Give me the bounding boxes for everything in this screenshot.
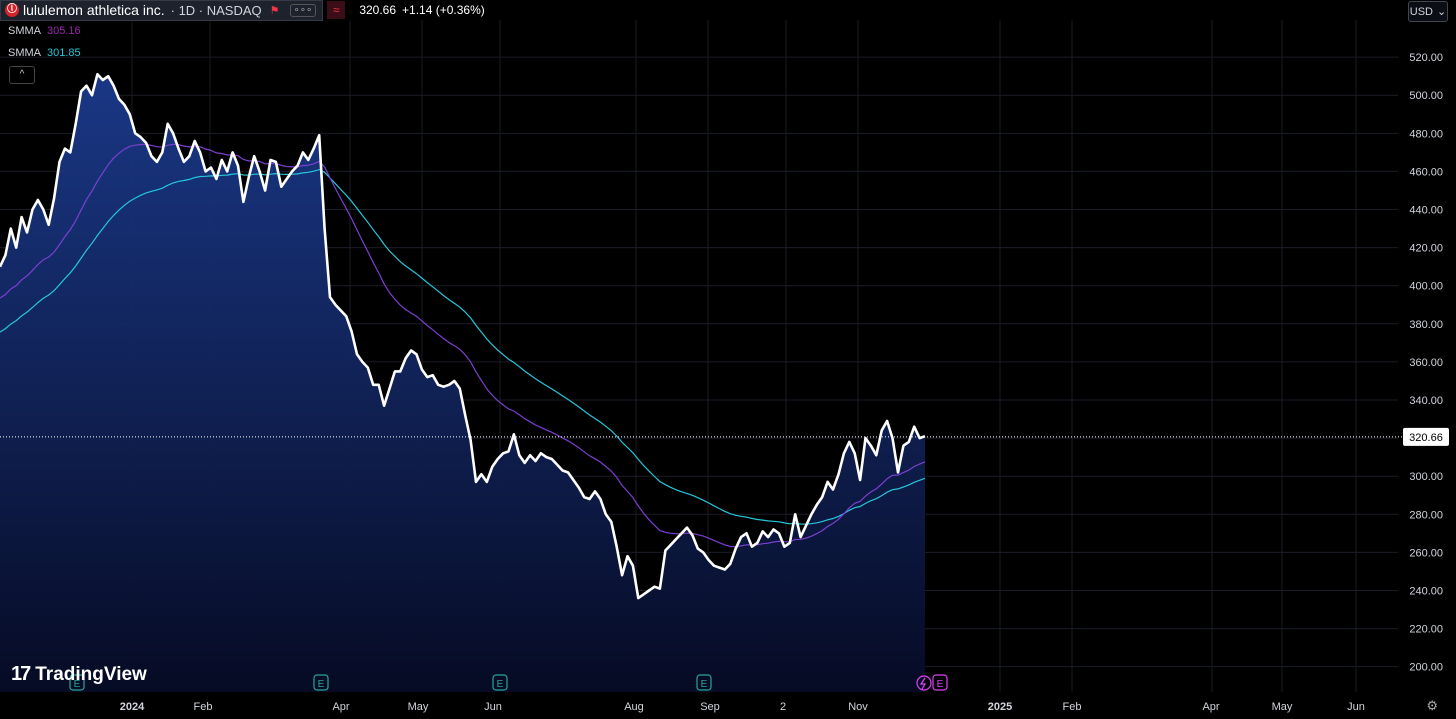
price-area [0, 74, 925, 693]
y-tick-label: 380.00 [1409, 319, 1443, 331]
lululemon-logo-icon: ⓛ [5, 3, 19, 17]
currency-label: USD [1409, 5, 1433, 18]
indicator-value: 305.16 [47, 25, 81, 37]
x-tick-label: Feb [194, 701, 213, 713]
symbol-box[interactable]: ⓛ lululemon athletica inc. · 1D · NASDAQ… [0, 0, 324, 21]
y-tick-label: 500.00 [1409, 90, 1443, 102]
svg-text:E: E [937, 679, 944, 690]
last-price-text: 320.66 [1409, 432, 1443, 444]
price-change: +1.14 (+0.36%) [402, 3, 485, 17]
y-tick-label: 340.00 [1409, 395, 1443, 407]
svg-text:E: E [318, 679, 325, 690]
symbol-name: lululemon athletica inc. [23, 2, 165, 18]
x-tick-label: Jun [484, 701, 502, 713]
x-tick-label: May [408, 701, 429, 713]
y-tick-label: 240.00 [1409, 585, 1443, 597]
x-tick-label: May [1272, 701, 1293, 713]
more-options-button[interactable]: ∘∘∘ [289, 3, 317, 17]
smma-fast-line [0, 143, 926, 548]
x-tick-label: 2 [780, 701, 786, 713]
x-tick-label: Jun [1347, 701, 1365, 713]
last-price: 320.66 [359, 3, 397, 17]
y-tick-label: 480.00 [1409, 128, 1443, 140]
y-tick-label: 260.00 [1409, 547, 1443, 559]
svg-text:E: E [497, 679, 504, 690]
wave-icon[interactable]: ≈ [327, 1, 346, 19]
y-tick-label: 400.00 [1409, 281, 1443, 293]
earnings-marker: E [313, 674, 329, 691]
indicator-value: 301.85 [47, 47, 81, 59]
x-axis: 2024 Feb Apr May Jun Aug Sep 2 Nov 2025 Feb Apr May J… [120, 701, 1365, 713]
x-tick-label: Apr [1202, 701, 1219, 713]
x-tick-label: Sep [700, 701, 720, 713]
y-axis: 520.00 500.00 480.00 460.00 440.00 420.00 400.… [1409, 52, 1443, 674]
currency-select[interactable]: USD ⌄ [1408, 1, 1448, 22]
indicator-name: SMMA [8, 25, 41, 37]
chevron-down-icon: ⌄ [1437, 6, 1447, 18]
svg-text:E: E [701, 679, 708, 690]
x-tick-label: Feb [1063, 701, 1082, 713]
x-tick-label: 2025 [988, 701, 1012, 713]
indicator-smma-2[interactable]: SMMA 301.85 [8, 47, 81, 59]
earnings-marker: E [932, 674, 948, 691]
x-tick-label: Aug [624, 701, 644, 713]
last-price-badge [1403, 427, 1449, 446]
y-tick-label: 280.00 [1409, 509, 1443, 521]
y-tick-label: 520.00 [1409, 52, 1443, 64]
indicator-smma-1[interactable]: SMMA 305.16 [8, 25, 81, 37]
price-line [0, 73, 926, 600]
y-tick-label: 300.00 [1409, 471, 1443, 483]
earnings-marker: E [492, 674, 508, 691]
svg-text:E: E [74, 679, 81, 690]
y-tick-label: 420.00 [1409, 243, 1443, 255]
y-tick-label: 200.00 [1409, 662, 1443, 674]
tradingview-name: TradingView [35, 663, 147, 685]
x-tick-label: 2024 [120, 701, 145, 713]
y-tick-label: 360.00 [1409, 357, 1443, 369]
symbol-header: ⓛ lululemon athletica inc. · 1D · NASDAQ… [0, 0, 485, 21]
y-tick-label: 460.00 [1409, 166, 1443, 178]
gear-icon[interactable]: ⚙ [1426, 698, 1438, 713]
earnings-marker: E [696, 674, 712, 691]
indicator-name: SMMA [8, 47, 41, 59]
tradingview-mark-icon: 17 [11, 663, 31, 685]
last-price-label: 320.66 [1403, 427, 1449, 446]
x-tick-label: Nov [848, 701, 868, 713]
y-tick-label: 440.00 [1409, 205, 1443, 217]
tradingview-logo[interactable]: 17 TradingView [11, 663, 147, 686]
y-tick-label: 220.00 [1409, 624, 1443, 636]
earnings-marker: E [69, 674, 85, 691]
symbol-meta: · 1D · NASDAQ [170, 2, 262, 18]
smma-slow-line [0, 168, 926, 525]
x-tick-label: Apr [332, 701, 349, 713]
collapse-indicators-button[interactable]: ^ [9, 66, 35, 84]
lightning-marker [916, 675, 932, 691]
flag-icon[interactable]: ⚑ [269, 4, 280, 17]
